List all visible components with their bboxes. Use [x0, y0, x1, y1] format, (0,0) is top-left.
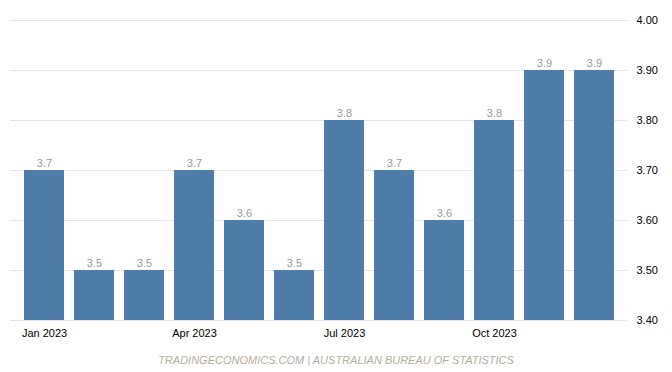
svg-text:Jan 2023: Jan 2023 [22, 327, 67, 339]
svg-text:Oct 2023: Oct 2023 [472, 327, 517, 339]
svg-text:3.6: 3.6 [237, 207, 252, 219]
html-text:TRADINGECONOMICS.COM | AUSTRAL: TRADINGECONOMICS.COM | AUSTRALIAN BUREAU… [158, 354, 514, 366]
svg-text:3.5: 3.5 [137, 257, 152, 269]
svg-text:3.7: 3.7 [387, 157, 402, 169]
svg-text:3.60: 3.60 [637, 214, 658, 226]
svg-text:3.9: 3.9 [587, 57, 602, 69]
svg-text:3.50: 3.50 [637, 264, 658, 276]
svg-text:3.7: 3.7 [37, 157, 52, 169]
svg-text:3.9: 3.9 [537, 57, 552, 69]
svg-text:3.8: 3.8 [337, 107, 352, 119]
svg-text:3.8: 3.8 [487, 107, 502, 119]
svg-text:3.5: 3.5 [87, 257, 102, 269]
svg-text:3.40: 3.40 [637, 314, 658, 326]
svg-text:3.5: 3.5 [287, 257, 302, 269]
svg-text:3.6: 3.6 [437, 207, 452, 219]
svg-text:Jul 2023: Jul 2023 [324, 327, 366, 339]
svg-text:3.80: 3.80 [637, 114, 658, 126]
svg-text:3.7: 3.7 [187, 157, 202, 169]
svg-text:4.00: 4.00 [637, 14, 658, 26]
svg-text:Apr 2023: Apr 2023 [172, 327, 217, 339]
svg-text:3.70: 3.70 [637, 164, 658, 176]
svg-text:3.90: 3.90 [637, 64, 658, 76]
